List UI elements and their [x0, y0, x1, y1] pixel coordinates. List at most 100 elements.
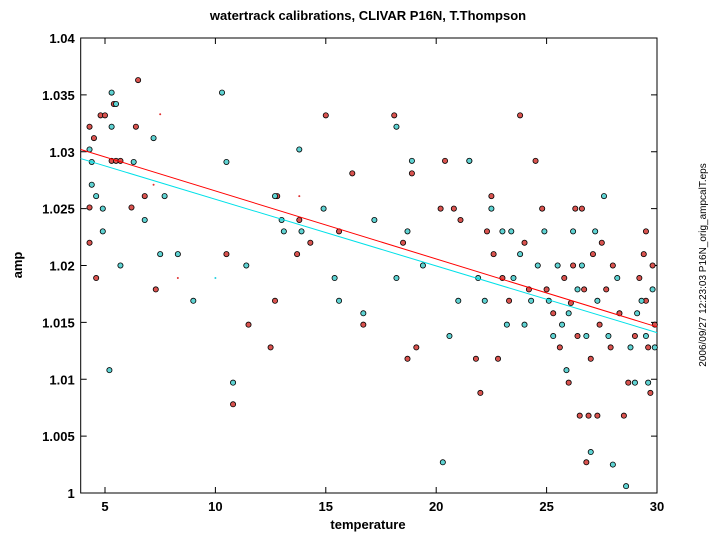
- point: [298, 228, 305, 235]
- point: [307, 239, 314, 246]
- point: [106, 367, 113, 374]
- point: [651, 344, 658, 351]
- y-tick-label: 1.025: [42, 202, 75, 217]
- point: [393, 275, 400, 282]
- point: [400, 239, 407, 246]
- point: [490, 251, 497, 258]
- point: [554, 262, 561, 269]
- point: [404, 355, 411, 362]
- point: [647, 389, 654, 396]
- point: [219, 89, 226, 96]
- point: [446, 333, 453, 340]
- point: [570, 228, 577, 235]
- point: [245, 321, 252, 328]
- point: [442, 157, 449, 164]
- point: [272, 297, 279, 304]
- point: [88, 181, 95, 188]
- point: [223, 158, 230, 165]
- point: [483, 228, 490, 235]
- x-tick-label: 30: [650, 499, 664, 514]
- point: [223, 251, 230, 258]
- point: [86, 123, 93, 130]
- point: [176, 277, 179, 280]
- point: [117, 262, 124, 269]
- point: [508, 228, 515, 235]
- point: [499, 228, 506, 235]
- point: [128, 204, 135, 211]
- point: [642, 228, 649, 235]
- point: [565, 379, 572, 386]
- fit-line: [80, 148, 658, 328]
- x-tick-label: 25: [539, 499, 553, 514]
- point: [521, 321, 528, 328]
- point: [466, 157, 473, 164]
- point: [609, 262, 616, 269]
- point: [556, 344, 563, 351]
- point: [93, 275, 100, 282]
- point: [603, 286, 610, 293]
- point: [649, 286, 656, 293]
- point: [574, 333, 581, 340]
- point: [419, 262, 426, 269]
- point: [413, 344, 420, 351]
- point: [594, 412, 601, 419]
- point: [614, 275, 621, 282]
- point: [587, 355, 594, 362]
- point: [190, 297, 197, 304]
- chart-title: watertrack calibrations, CLIVAR P16N, T.…: [209, 8, 526, 23]
- point: [322, 112, 329, 119]
- point: [607, 344, 614, 351]
- point: [488, 193, 495, 200]
- point: [583, 333, 590, 340]
- point: [598, 239, 605, 246]
- point: [152, 286, 159, 293]
- side-note: 2006/09/27 12:23:03 P16N_orig_ampcalT.ep…: [698, 163, 709, 366]
- point: [296, 146, 303, 153]
- point: [576, 412, 583, 419]
- point: [510, 275, 517, 282]
- point: [572, 205, 579, 212]
- point: [583, 459, 590, 466]
- point: [561, 275, 568, 282]
- x-tick-label: 10: [208, 499, 222, 514]
- point: [625, 379, 632, 386]
- point: [280, 228, 287, 235]
- point: [539, 205, 546, 212]
- point: [563, 367, 570, 374]
- point: [589, 251, 596, 258]
- point: [349, 170, 356, 177]
- point: [594, 297, 601, 304]
- point: [481, 297, 488, 304]
- point: [550, 310, 557, 317]
- point: [99, 228, 106, 235]
- point: [517, 112, 524, 119]
- point: [360, 321, 367, 328]
- fit-line: [80, 158, 658, 334]
- x-tick-label: 15: [319, 499, 333, 514]
- point: [642, 333, 649, 340]
- point: [638, 297, 645, 304]
- x-axis-label: temperature: [330, 517, 405, 532]
- point: [298, 195, 301, 198]
- point: [408, 157, 415, 164]
- point: [578, 262, 585, 269]
- point: [634, 310, 641, 317]
- point: [631, 379, 638, 386]
- point: [477, 389, 484, 396]
- point: [623, 483, 630, 490]
- point: [517, 251, 524, 258]
- point: [578, 205, 585, 212]
- point: [585, 412, 592, 419]
- y-tick-label: 1.01: [49, 372, 74, 387]
- point: [99, 205, 106, 212]
- point: [331, 275, 338, 282]
- point: [267, 344, 274, 351]
- point: [243, 262, 250, 269]
- y-tick-label: 1.035: [42, 88, 75, 103]
- point: [296, 216, 303, 223]
- point: [596, 321, 603, 328]
- point: [161, 193, 168, 200]
- point: [439, 459, 446, 466]
- point: [86, 204, 93, 211]
